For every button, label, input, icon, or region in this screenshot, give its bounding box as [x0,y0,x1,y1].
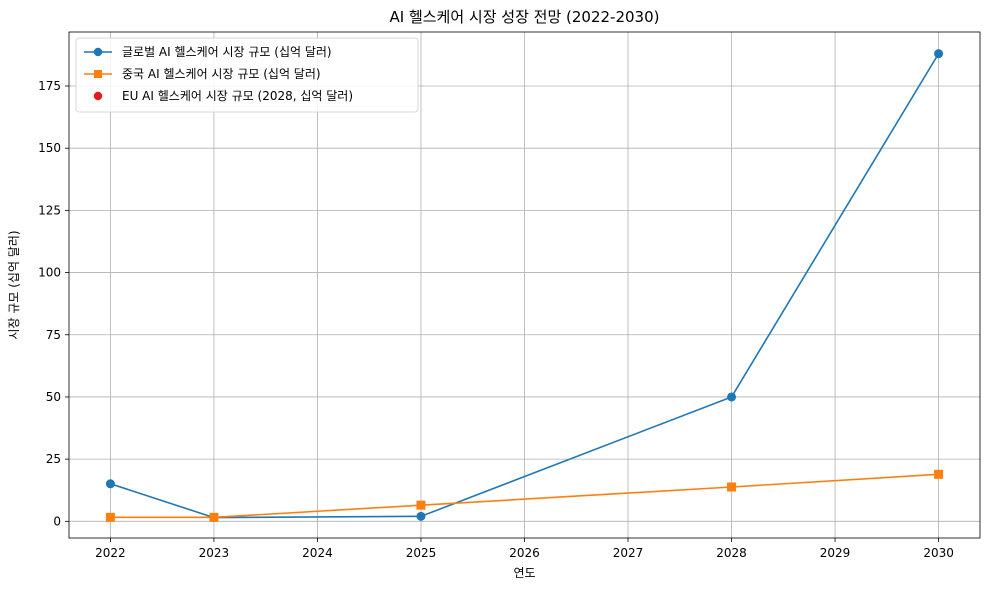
y-tick-label: 175 [38,79,61,93]
legend-label: 글로벌 AI 헬스케어 시장 규모 (십억 달러) [122,45,332,59]
x-tick-label: 2025 [406,546,437,560]
y-tick-label: 125 [38,203,61,217]
y-tick-label: 50 [46,390,61,404]
data-point-circle [105,479,115,489]
x-tick-label: 2028 [716,546,747,560]
legend-marker-circle [93,47,103,57]
series-2 [105,469,944,522]
y-tick-label: 150 [38,141,61,155]
grid-layer [69,32,980,538]
data-point-square [416,500,426,510]
legend-box [75,37,419,113]
data-point-square [934,469,944,479]
y-tick-label: 75 [46,328,61,342]
ticks-layer: 2022 2023 2024 2025 2026 2027 2028 2029 2030 0 25 5… [38,79,954,560]
data-point-circle [934,49,944,59]
y-tick-label: 0 [53,514,61,528]
y-axis-label: 시장 규모 (십억 달러) [7,230,21,339]
legend-marker-circle [93,91,103,101]
x-tick-label: 2023 [199,546,230,560]
y-tick-label: 100 [38,266,61,280]
x-tick-label: 2030 [923,546,954,560]
x-tick-label: 2027 [613,546,644,560]
x-tick-label: 2029 [820,546,851,560]
data-point-square [105,512,115,522]
data-point-circle [416,511,426,521]
data-point-square [209,512,219,522]
data-point-square [727,482,737,492]
x-tick-label: 2022 [95,546,126,560]
legend-label: EU AI 헬스케어 시장 규모 (2028, 십억 달러) [122,89,353,103]
x-tick-label: 2026 [509,546,540,560]
series-layer [105,49,944,523]
legend: 글로벌 AI 헬스케어 시장 규모 (십억 달러) 중국 AI 헬스케어 시장 규… [75,37,419,113]
legend-label: 중국 AI 헬스케어 시장 규모 (십억 달러) [122,67,321,81]
chart-title: AI 헬스케어 시장 성장 전망 (2022-2030) [390,8,660,26]
legend-item-2: 중국 AI 헬스케어 시장 규모 (십억 달러) [84,67,321,81]
legend-item-1: 글로벌 AI 헬스케어 시장 규모 (십억 달러) [84,45,332,59]
legend-marker-square [94,70,102,78]
legend-item-3: EU AI 헬스케어 시장 규모 (2028, 십억 달러) [93,89,353,103]
y-tick-label: 25 [46,452,61,466]
x-tick-label: 2024 [302,546,333,560]
x-axis-label: 연도 [513,566,535,580]
series-1 [105,49,944,523]
data-point-circle [727,392,737,402]
